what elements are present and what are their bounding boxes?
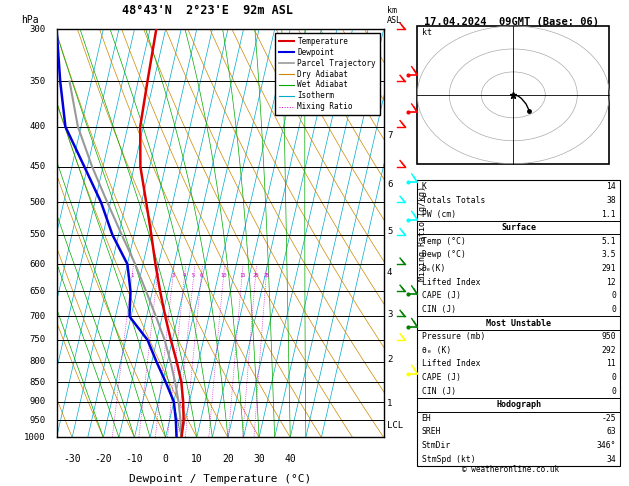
Text: 12: 12 [606, 278, 616, 287]
Text: -25: -25 [601, 414, 616, 423]
Legend: Temperature, Dewpoint, Parcel Trajectory, Dry Adiabat, Wet Adiabat, Isotherm, Mi: Temperature, Dewpoint, Parcel Trajectory… [276, 33, 380, 115]
Text: Pressure (mb): Pressure (mb) [422, 332, 485, 341]
Text: 20: 20 [222, 454, 234, 464]
Text: 500: 500 [29, 198, 45, 207]
Text: 3: 3 [172, 273, 175, 278]
Text: 11: 11 [606, 359, 616, 368]
Text: 48°43'N  2°23'E  92m ASL: 48°43'N 2°23'E 92m ASL [122, 4, 293, 17]
Text: PW (cm): PW (cm) [422, 209, 456, 219]
Text: 900: 900 [29, 397, 45, 406]
Text: 7: 7 [387, 131, 392, 139]
Text: K: K [422, 182, 426, 191]
Text: Hodograph: Hodograph [496, 400, 542, 409]
Text: 2: 2 [156, 273, 159, 278]
Text: CIN (J): CIN (J) [422, 386, 456, 396]
Text: 38: 38 [606, 196, 616, 205]
Text: 10: 10 [191, 454, 203, 464]
Bar [417, 26, 610, 164]
Text: 3: 3 [387, 310, 392, 318]
Text: -30: -30 [64, 454, 81, 464]
Text: Most Unstable: Most Unstable [486, 318, 552, 328]
Text: 700: 700 [29, 312, 45, 321]
Text: 15: 15 [239, 273, 245, 278]
Text: 20: 20 [252, 273, 259, 278]
Text: 5.1: 5.1 [601, 237, 616, 246]
Text: hPa: hPa [21, 15, 38, 25]
Text: LCL: LCL [387, 421, 403, 430]
Text: 4: 4 [183, 273, 186, 278]
Text: StmDir: StmDir [422, 441, 451, 450]
Text: 25: 25 [263, 273, 270, 278]
Text: 0: 0 [611, 386, 616, 396]
Text: 2: 2 [387, 355, 392, 364]
Text: 5: 5 [387, 227, 392, 236]
Text: CAPE (J): CAPE (J) [422, 373, 461, 382]
Text: 63: 63 [606, 428, 616, 436]
Text: 0: 0 [611, 291, 616, 300]
Text: 0: 0 [163, 454, 169, 464]
Text: 850: 850 [29, 378, 45, 387]
Text: 950: 950 [29, 416, 45, 424]
Text: 4: 4 [387, 268, 392, 277]
Text: 300: 300 [29, 25, 45, 34]
Text: CAPE (J): CAPE (J) [422, 291, 461, 300]
Text: Totals Totals: Totals Totals [422, 196, 485, 205]
Text: θₑ(K): θₑ(K) [422, 264, 446, 273]
Text: 1: 1 [130, 273, 134, 278]
Text: 10: 10 [220, 273, 227, 278]
Text: 346°: 346° [596, 441, 616, 450]
Text: 30: 30 [253, 454, 265, 464]
Text: 6: 6 [200, 273, 203, 278]
Text: 600: 600 [29, 260, 45, 269]
Text: Dewpoint / Temperature (°C): Dewpoint / Temperature (°C) [129, 474, 311, 484]
Text: 650: 650 [29, 287, 45, 296]
Text: 400: 400 [29, 122, 45, 131]
Text: Lifted Index: Lifted Index [422, 278, 481, 287]
Text: 292: 292 [601, 346, 616, 355]
Text: -20: -20 [94, 454, 112, 464]
Text: Temp (°C): Temp (°C) [422, 237, 465, 246]
Text: 6: 6 [387, 180, 392, 190]
Text: SREH: SREH [422, 428, 442, 436]
Bar [417, 180, 620, 466]
Text: 0: 0 [611, 305, 616, 314]
Text: 800: 800 [29, 357, 45, 366]
Text: 350: 350 [29, 77, 45, 86]
Text: 550: 550 [29, 230, 45, 239]
Text: 291: 291 [601, 264, 616, 273]
Text: θₑ (K): θₑ (K) [422, 346, 451, 355]
Text: Lifted Index: Lifted Index [422, 359, 481, 368]
Text: 1000: 1000 [24, 433, 45, 442]
Text: StmSpd (kt): StmSpd (kt) [422, 455, 476, 464]
Text: EH: EH [422, 414, 431, 423]
Text: © weatheronline.co.uk: © weatheronline.co.uk [462, 465, 560, 474]
Text: 17.04.2024  09GMT (Base: 06): 17.04.2024 09GMT (Base: 06) [423, 17, 599, 27]
Text: 1.1: 1.1 [601, 209, 616, 219]
Text: 0: 0 [611, 373, 616, 382]
Text: Surface: Surface [501, 223, 537, 232]
Text: 450: 450 [29, 162, 45, 171]
Text: -10: -10 [126, 454, 143, 464]
Text: Mixing Ratio (g/kg): Mixing Ratio (g/kg) [418, 186, 428, 281]
Text: 40: 40 [284, 454, 296, 464]
Text: CIN (J): CIN (J) [422, 305, 456, 314]
Text: km
ASL: km ASL [387, 6, 402, 25]
Text: 5: 5 [192, 273, 196, 278]
Text: 3.5: 3.5 [601, 250, 616, 260]
Text: kt: kt [422, 28, 431, 37]
Text: 750: 750 [29, 335, 45, 345]
Text: 1: 1 [387, 399, 392, 408]
Text: 14: 14 [606, 182, 616, 191]
Text: Dewp (°C): Dewp (°C) [422, 250, 465, 260]
Text: 34: 34 [606, 455, 616, 464]
Text: 950: 950 [601, 332, 616, 341]
